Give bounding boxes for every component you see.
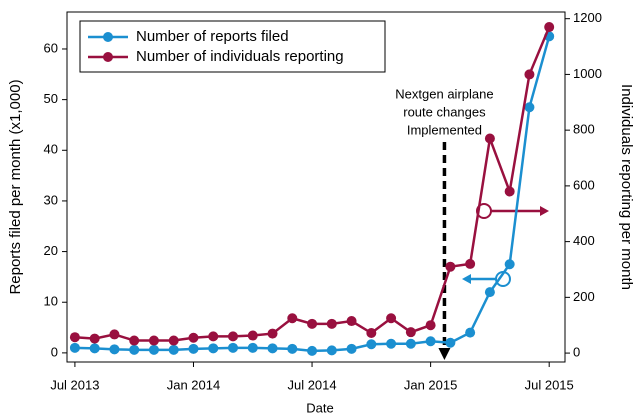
- y2-tick-label: 200: [573, 289, 595, 304]
- y2-tick-label: 0: [573, 345, 580, 360]
- legend-marker: [103, 32, 113, 42]
- y-tick-label: 10: [44, 294, 58, 309]
- y-tick-label: 20: [44, 243, 58, 258]
- data-point: [89, 333, 100, 344]
- data-point: [208, 331, 219, 342]
- annotation-text: Implemented: [407, 122, 482, 137]
- data-point: [326, 345, 337, 356]
- y-tick-label: 50: [44, 91, 58, 106]
- axis-arrowhead: [462, 274, 471, 284]
- x-tick-label: Jul 2015: [525, 377, 574, 392]
- x-axis-label: Date: [306, 400, 333, 415]
- x-tick-label: Jul 2014: [287, 377, 336, 392]
- data-point: [129, 335, 140, 346]
- y2-tick-label: 800: [573, 122, 595, 137]
- data-point: [109, 329, 120, 340]
- legend-label: Number of reports filed: [136, 28, 289, 45]
- data-point: [524, 69, 535, 80]
- data-point: [168, 335, 179, 346]
- data-point: [287, 313, 298, 324]
- data-point: [89, 343, 100, 354]
- data-point: [524, 102, 535, 113]
- data-point: [445, 261, 456, 272]
- data-point: [386, 313, 397, 324]
- x-tick-label: Jul 2013: [50, 377, 99, 392]
- data-point: [465, 258, 476, 269]
- data-point: [307, 345, 318, 356]
- data-point: [287, 343, 298, 354]
- data-point: [544, 22, 555, 33]
- y-tick-label: 40: [44, 142, 58, 157]
- y2-tick-label: 400: [573, 233, 595, 248]
- legend-box: [79, 20, 386, 73]
- data-point: [366, 328, 377, 339]
- data-point: [188, 343, 199, 354]
- series-line: [74, 26, 551, 342]
- series-line: [74, 35, 551, 353]
- data-point: [504, 259, 515, 270]
- data-point: [484, 133, 495, 144]
- data-point: [148, 335, 159, 346]
- data-point: [148, 344, 159, 355]
- data-point: [504, 186, 515, 197]
- data-point: [366, 339, 377, 350]
- plot-frame: [66, 11, 566, 363]
- y-tick-label: 60: [44, 40, 58, 55]
- y2-tick-label: 600: [573, 177, 595, 192]
- data-point: [247, 342, 258, 353]
- data-point: [188, 332, 199, 343]
- data-point: [346, 343, 357, 354]
- legend-label: Number of individuals reporting: [136, 48, 344, 65]
- data-point: [228, 342, 238, 353]
- data-point: [445, 337, 456, 348]
- data-point: [425, 336, 436, 347]
- data-point: [267, 328, 278, 339]
- annotation-arrowhead: [438, 348, 451, 360]
- annotation-text: Nextgen airplane: [395, 86, 493, 101]
- data-point: [465, 327, 476, 338]
- data-point: [247, 330, 258, 341]
- data-point: [109, 344, 120, 355]
- y-tick-label: 30: [44, 192, 58, 207]
- legend-marker: [103, 52, 113, 62]
- x-tick-label: Jan 2015: [404, 377, 458, 392]
- y-axis-label: Reports filed per month (x1,000): [7, 79, 24, 294]
- data-point: [326, 318, 337, 329]
- axis-arrowhead: [540, 206, 549, 216]
- data-point: [307, 318, 318, 329]
- y2-tick-label: 1200: [573, 10, 602, 25]
- data-point: [129, 344, 140, 355]
- data-point: [168, 344, 179, 355]
- y2-tick-label: 1000: [573, 66, 602, 81]
- data-point: [386, 338, 397, 349]
- y2-axis-label: Individuals reporting per month: [618, 84, 635, 290]
- data-point: [228, 331, 238, 342]
- data-point: [405, 327, 416, 338]
- data-point: [267, 343, 278, 354]
- data-point: [484, 287, 495, 298]
- x-tick-label: Jan 2014: [167, 377, 221, 392]
- data-point: [69, 342, 80, 353]
- y-tick-label: 0: [51, 344, 58, 359]
- data-point: [208, 343, 219, 354]
- data-point: [425, 320, 436, 331]
- data-point: [69, 332, 80, 343]
- data-point: [346, 316, 357, 327]
- data-point: [405, 338, 416, 349]
- annotation-text: route changes: [403, 104, 486, 119]
